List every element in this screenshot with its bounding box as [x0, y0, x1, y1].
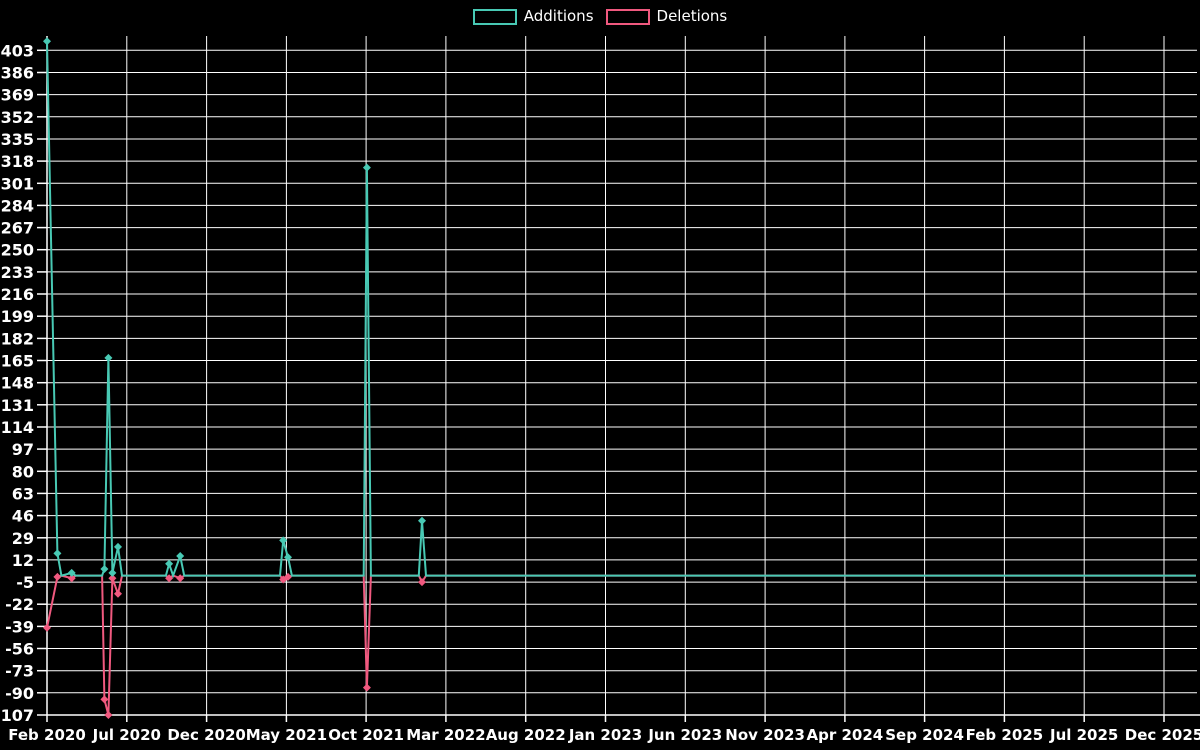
x-tick-label: Jan 2023	[568, 726, 642, 744]
series-line-additions	[46, 41, 1196, 579]
y-tick-label: 97	[12, 440, 34, 459]
y-tick-label: -107	[0, 706, 34, 725]
data-point-marker-deletions	[67, 574, 76, 583]
data-point-marker-additions	[104, 353, 113, 362]
y-tick-label: -5	[16, 573, 34, 592]
y-tick-label: -90	[5, 684, 34, 703]
y-tick-label: -39	[5, 617, 34, 636]
y-tick-label: 403	[1, 41, 34, 60]
data-point-marker-deletions	[53, 572, 62, 581]
data-point-marker-deletions	[43, 623, 51, 632]
x-tick-label: Jul 2025	[1049, 726, 1118, 744]
legend-label-deletions: Deletions	[656, 7, 728, 25]
x-tick-label: Oct 2021	[328, 726, 404, 744]
data-point-marker-additions	[284, 553, 292, 562]
data-point-marker-additions	[100, 565, 109, 573]
y-tick-label: 335	[1, 130, 34, 149]
data-point-marker-additions	[67, 568, 76, 577]
data-point-marker-additions	[114, 542, 122, 551]
y-tick-label: 369	[1, 86, 34, 105]
x-tick-label: May 2021	[246, 726, 327, 744]
y-tick-label: 250	[1, 241, 34, 260]
series-line-deletions	[46, 574, 1196, 716]
x-tick-label: Jun 2023	[647, 726, 722, 744]
data-point-marker-additions	[176, 552, 185, 560]
y-tick-label: 114	[1, 418, 34, 437]
data-point-marker-deletions	[165, 574, 174, 583]
data-point-marker-deletions	[362, 683, 371, 692]
y-tick-label: 29	[12, 529, 34, 548]
x-tick-label: Aug 2022	[486, 726, 566, 744]
x-tick-label: Sep 2024	[885, 726, 964, 744]
y-tick-label: 46	[12, 507, 34, 526]
y-tick-label: 182	[1, 329, 34, 348]
y-tick-label: 233	[1, 263, 34, 282]
y-tick-label: -22	[5, 595, 34, 614]
data-point-marker-additions	[418, 516, 426, 525]
y-tick-label: 216	[1, 285, 34, 304]
x-tick-label: Nov 2023	[725, 726, 805, 744]
legend-item-additions: Additions	[472, 7, 594, 25]
y-tick-label: 63	[12, 484, 34, 503]
x-tick-label: Dec 2020	[167, 726, 246, 744]
y-tick-label: 80	[12, 462, 34, 481]
y-tick-label: 301	[1, 174, 34, 193]
data-point-marker-deletions	[100, 695, 109, 704]
x-tick-label: Apr 2024	[807, 726, 884, 744]
legend-item-deletions: Deletions	[605, 7, 728, 25]
y-tick-label: 199	[1, 307, 34, 326]
y-tick-label: 352	[1, 108, 34, 127]
y-tick-label: -73	[5, 662, 34, 681]
data-point-marker-deletions	[176, 574, 185, 583]
data-point-marker-additions	[108, 568, 117, 577]
data-point-marker-additions	[279, 536, 288, 545]
additions-swatch-icon	[472, 8, 517, 25]
y-tick-label: 131	[1, 396, 34, 415]
y-tick-label: 148	[1, 374, 34, 393]
data-point-marker-deletions	[104, 711, 113, 719]
data-point-marker-additions	[165, 559, 174, 568]
y-tick-label: 12	[12, 551, 34, 570]
x-tick-label: Feb 2025	[966, 726, 1044, 744]
data-point-marker-deletions	[108, 574, 117, 583]
data-point-marker-deletions	[418, 578, 426, 587]
y-tick-label: 165	[1, 352, 34, 371]
y-tick-label: 386	[1, 64, 34, 83]
deletions-swatch-icon	[605, 8, 650, 25]
data-point-marker-deletions	[284, 572, 292, 581]
x-tick-label: Mar 2022	[406, 726, 485, 744]
x-tick-label: Feb 2020	[8, 726, 86, 744]
y-tick-label: 267	[1, 219, 34, 238]
x-tick-label: Dec 2025	[1125, 726, 1200, 744]
data-point-marker-additions	[362, 163, 371, 172]
x-tick-label: Jul 2020	[92, 726, 161, 744]
y-tick-label: 318	[1, 152, 34, 171]
data-point-marker-additions	[43, 37, 51, 46]
data-point-marker-deletions	[114, 589, 122, 598]
data-point-marker-additions	[53, 549, 62, 558]
legend-label-additions: Additions	[523, 7, 594, 25]
chart-legend: Additions Deletions	[0, 8, 1200, 25]
y-tick-label: -56	[5, 640, 34, 659]
y-tick-label: 284	[1, 196, 34, 215]
